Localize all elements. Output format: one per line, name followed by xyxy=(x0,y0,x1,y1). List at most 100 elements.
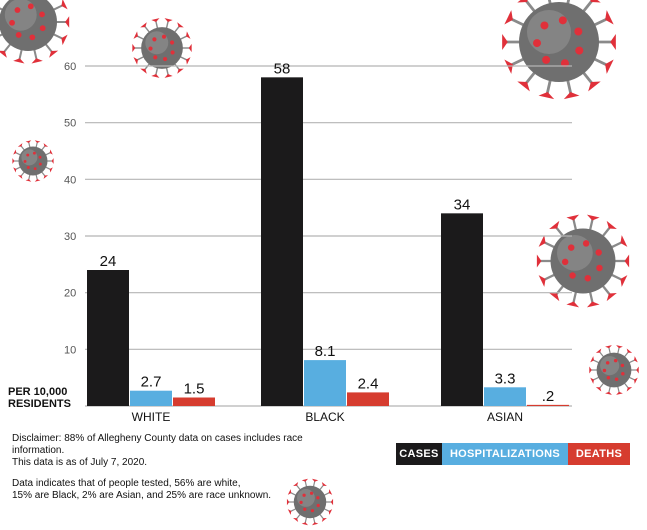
virus-surface-dot xyxy=(170,50,175,55)
virus-surface-dot xyxy=(38,162,42,166)
value-labels: 24 2.7 1.5 58 8.1 2.4 34 3.3 .2 xyxy=(100,60,555,405)
virus-surface-dot xyxy=(153,55,158,60)
virus-surface-dot xyxy=(567,244,575,251)
virus-spike-cap xyxy=(132,43,136,53)
virus-surface-dot xyxy=(621,371,625,376)
virus-surface-dot xyxy=(161,34,167,39)
virus-spike-cap xyxy=(605,391,612,395)
y-tick-label: 40 xyxy=(64,174,76,186)
virus-spike-cap xyxy=(616,345,623,349)
virus-spike-cap xyxy=(133,57,138,65)
virus-spike-cap xyxy=(13,149,17,155)
disclaimer-line3: Data indicates that of people tested, 56… xyxy=(12,478,241,489)
virus-surface-dot xyxy=(309,491,314,495)
virus-spike-cap xyxy=(563,91,580,100)
virus-spike-cap xyxy=(49,50,59,58)
virus-spike-cap xyxy=(517,0,528,3)
bar-cases-asian xyxy=(441,213,483,406)
bar-deaths-asian xyxy=(527,404,569,406)
virus-spike-cap xyxy=(588,81,601,92)
virus-spike-cap xyxy=(589,366,592,374)
virus-surface-dot xyxy=(614,377,619,381)
virus-spike-cap xyxy=(188,43,192,53)
virus-spike-cap xyxy=(590,377,594,384)
virus-surface-dot xyxy=(620,363,625,368)
value-label-cases-asian: 34 xyxy=(454,196,471,213)
virus-spike-cap xyxy=(624,254,630,268)
virus-spike-cap xyxy=(17,175,23,179)
bar-deaths-black xyxy=(347,392,389,406)
virus-spike-cap xyxy=(151,74,160,78)
virus-surface-dot xyxy=(613,358,618,363)
virus-spike-cap xyxy=(566,214,580,221)
virus-spike-cap xyxy=(590,0,601,3)
virus-spike-cap xyxy=(538,235,546,247)
virus-surface-dot xyxy=(302,493,306,497)
virus-spike-cap xyxy=(605,345,612,349)
virus-surface-dot xyxy=(569,272,576,279)
value-label-deaths-white: 1.5 xyxy=(184,381,205,398)
virus-surface-dot xyxy=(39,11,45,18)
virus-spike-cap xyxy=(636,366,639,374)
virus-spike-cap xyxy=(25,140,32,143)
virus-surface-dot xyxy=(606,376,611,380)
virus-spike-cap xyxy=(17,143,23,147)
virus-spike-cap xyxy=(43,143,49,147)
virus-spike-cap xyxy=(301,478,309,482)
virus-spike-cap xyxy=(586,301,600,308)
virus-spike-cap xyxy=(610,33,616,51)
bar-hospitalizations-black xyxy=(304,360,346,406)
virus-surface-dot xyxy=(163,56,168,62)
virus-spike-cap xyxy=(133,31,138,39)
virus-surface-dot xyxy=(9,19,15,26)
virus-illustration-top-right xyxy=(502,0,616,100)
bar-hospitalizations-asian xyxy=(484,387,526,406)
virus-spike-cap xyxy=(502,33,508,51)
virus-spike-cap xyxy=(536,254,542,268)
virus-spike-cap xyxy=(51,158,54,164)
virus-surface-dot xyxy=(560,59,569,68)
bar-deaths-white xyxy=(173,397,215,406)
virus-surface-dot xyxy=(575,46,584,55)
virus-spike-cap xyxy=(61,34,68,46)
unit-label-line2: RESIDENTS xyxy=(8,398,71,410)
virus-spike-cap xyxy=(538,275,546,287)
y-tick-label: 60 xyxy=(64,61,76,73)
virus-surface-dot xyxy=(595,249,602,256)
virus-illustration-top-center xyxy=(132,18,192,78)
virus-surface-dot xyxy=(27,3,34,10)
virus-surface-dot xyxy=(26,153,30,157)
virus-spike-cap xyxy=(186,31,191,39)
category-label-white: WHITE xyxy=(132,410,171,424)
y-tick-label: 50 xyxy=(64,118,76,130)
virus-spike-cap xyxy=(605,10,614,25)
disclaimer-line4: 15% are Black, 2% are Asian, and 25% are… xyxy=(12,490,272,501)
value-label-hospitalizations-white: 2.7 xyxy=(141,374,162,391)
virus-illustration-left xyxy=(12,140,54,182)
virus-surface-dot xyxy=(33,167,37,171)
virus-spike-cap xyxy=(538,91,555,100)
virus-spike-cap xyxy=(517,81,530,92)
virus-surface-dot xyxy=(542,55,551,64)
y-tick-label: 30 xyxy=(64,231,76,243)
virus-spike-cap xyxy=(586,214,600,221)
value-label-deaths-black: 2.4 xyxy=(358,375,379,392)
unit-label-line1: PER 10,000 xyxy=(8,386,68,398)
virus-spike-cap xyxy=(140,22,147,28)
virus-spike-cap xyxy=(566,301,580,308)
virus-spike-cap xyxy=(13,58,25,64)
bar-cases-black xyxy=(261,77,303,406)
virus-surface-dot xyxy=(29,34,36,41)
virus-surface-dot xyxy=(148,46,153,51)
x-axis-categories: WHITE BLACK ASIAN xyxy=(132,410,523,424)
virus-spike-cap xyxy=(34,140,41,143)
virus-spike-cap xyxy=(49,167,53,173)
virus-spike-cap xyxy=(634,377,638,384)
bars xyxy=(87,77,569,406)
virus-spike-cap xyxy=(177,22,184,28)
virus-spike-cap xyxy=(328,489,333,495)
virus-illustration-bottom-right xyxy=(589,345,639,395)
disclaimer: Disclaimer: 88% of Allegheny County data… xyxy=(12,433,352,511)
virus-surface-dot xyxy=(23,159,27,163)
virus-spike-cap xyxy=(293,481,299,486)
